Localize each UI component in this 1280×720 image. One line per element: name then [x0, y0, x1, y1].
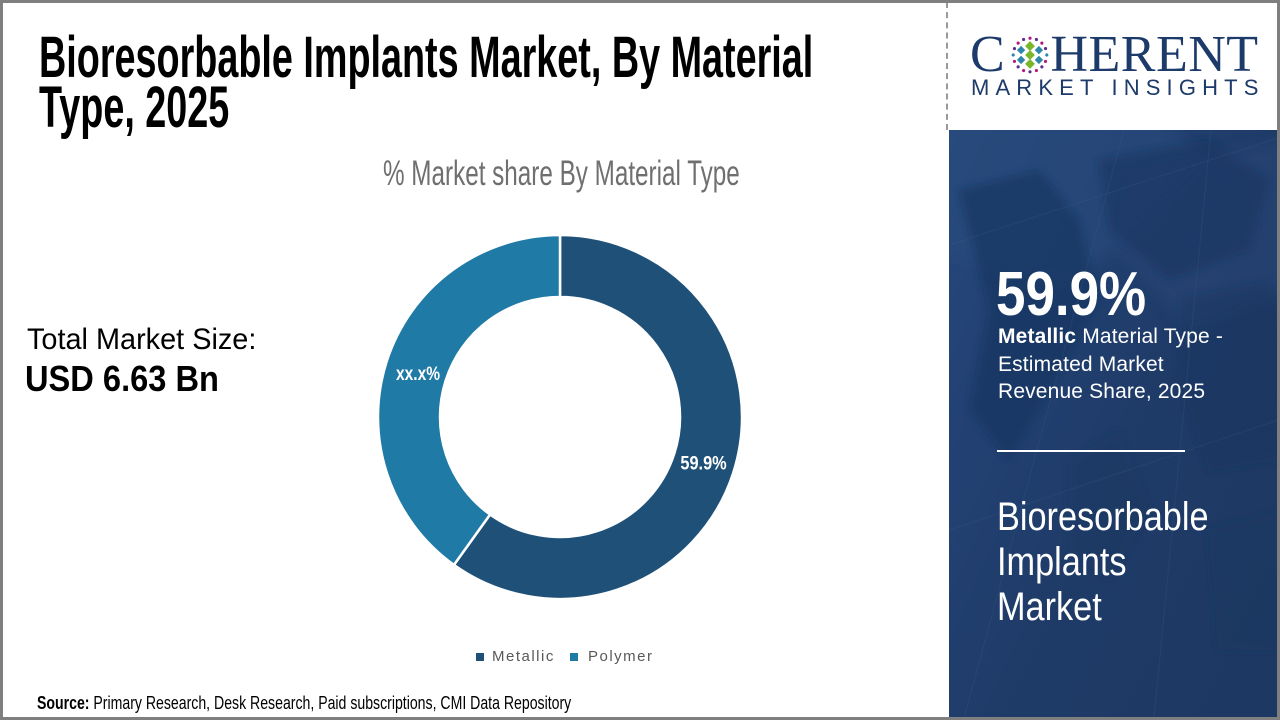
svg-text:59.9%: 59.9%: [680, 454, 726, 475]
svg-text:xx.x%: xx.x%: [396, 364, 440, 385]
